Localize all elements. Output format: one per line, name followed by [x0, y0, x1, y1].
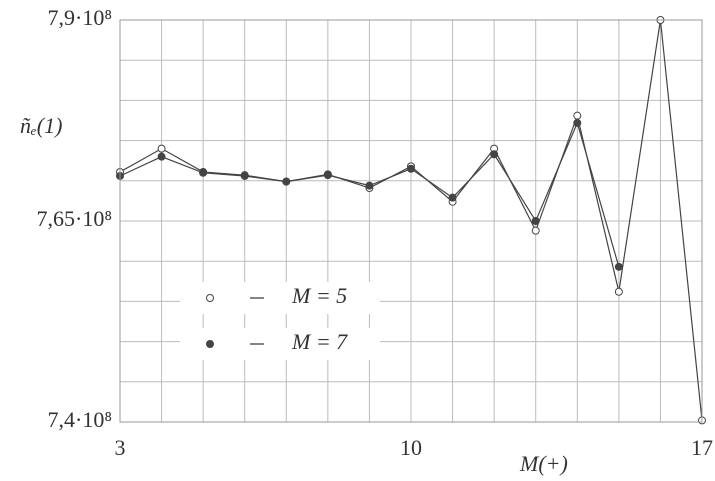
y-tick-label: 7,65·10⁸ — [37, 206, 113, 231]
y-axis-label: ñₑ(1) — [20, 113, 62, 138]
point — [490, 150, 499, 159]
point — [323, 171, 332, 180]
x-tick-label: 17 — [691, 435, 713, 460]
point — [614, 287, 623, 296]
legend-marker — [206, 340, 214, 348]
point — [531, 226, 540, 235]
legend-label: M = 5 — [291, 283, 347, 308]
point — [573, 111, 582, 120]
point — [240, 171, 249, 180]
x-tick-label: 10 — [400, 435, 422, 460]
point — [531, 217, 540, 225]
point — [407, 164, 415, 173]
legend-label: M = 7 — [291, 329, 348, 354]
point — [448, 193, 457, 202]
point — [157, 152, 166, 161]
y-tick-label: 7,4·10⁸ — [48, 407, 113, 432]
legend-marker — [206, 294, 214, 302]
point — [157, 144, 166, 153]
point — [614, 262, 623, 271]
point — [282, 177, 291, 186]
point — [573, 118, 582, 127]
y-tick-label: 7,9·10⁸ — [48, 5, 113, 30]
plot-frame — [119, 19, 703, 423]
point — [365, 181, 374, 190]
x-axis-label: M(+) — [519, 451, 568, 476]
point — [199, 168, 208, 177]
x-tick-label: 3 — [115, 435, 126, 460]
